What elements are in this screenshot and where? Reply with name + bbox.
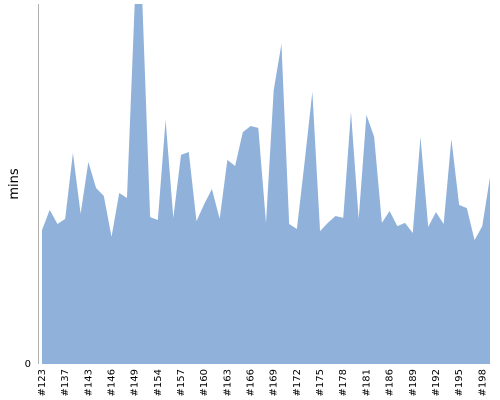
x-tick-label: #175 — [315, 369, 326, 396]
x-tick-label: #163 — [222, 369, 233, 396]
x-tick-label: #172 — [292, 369, 303, 396]
x-tick-label: #189 — [408, 369, 419, 396]
x-tick-label: #192 — [431, 369, 442, 396]
x-tick-label: #157 — [176, 369, 187, 396]
x-tick-label: #195 — [454, 369, 465, 396]
x-tick-label: #181 — [361, 369, 372, 396]
x-tick-label: #178 — [338, 369, 349, 396]
y-axis-label: mins — [7, 168, 22, 200]
x-tick-label: #169 — [269, 369, 280, 396]
x-tick-label: #198 — [477, 369, 488, 396]
x-tick-label: #149 — [130, 369, 141, 396]
area-layer — [42, 4, 490, 364]
area-series — [42, 4, 490, 364]
x-tick-label: #166 — [246, 369, 257, 396]
x-tick-label: #154 — [153, 369, 164, 396]
x-tick-label: #143 — [83, 369, 94, 396]
x-tick-label: #186 — [385, 369, 396, 396]
x-tick-label: #123 — [37, 369, 48, 396]
x-tick-label: #137 — [60, 369, 71, 396]
x-tick-label: #160 — [199, 369, 210, 396]
x-tick-labels: #123 #137 #143 #146 #149 #154 #157 #160 #163 #166… — [37, 369, 488, 396]
x-tick-label: #146 — [107, 369, 118, 396]
y-tick-label-0: 0 — [25, 359, 31, 370]
